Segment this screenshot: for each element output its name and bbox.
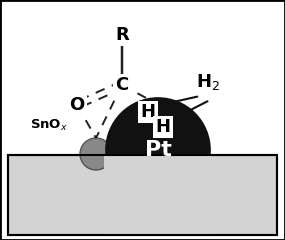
Text: H$_2$: H$_2$ — [196, 72, 220, 92]
Circle shape — [80, 138, 112, 170]
Bar — [104, 154, 212, 236]
Text: Pt: Pt — [144, 140, 172, 160]
Text: H: H — [141, 103, 156, 121]
Bar — [8, 155, 277, 235]
Text: H: H — [156, 118, 170, 136]
Text: O: O — [69, 96, 85, 114]
Circle shape — [106, 98, 210, 202]
Text: R: R — [115, 26, 129, 44]
Text: Al$_2$O$_3$: Al$_2$O$_3$ — [107, 180, 177, 208]
Text: SnO$_x$: SnO$_x$ — [30, 117, 68, 132]
Text: C: C — [115, 76, 129, 94]
Bar — [8, 155, 277, 235]
